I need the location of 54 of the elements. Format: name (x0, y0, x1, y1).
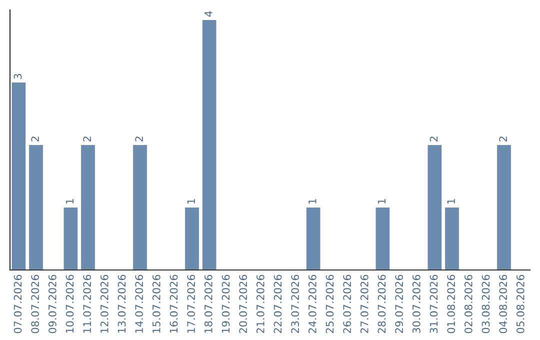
data-label: 3 (14, 74, 22, 79)
data-label: 2 (31, 136, 39, 142)
data-label: 1 (308, 199, 316, 204)
bar (306, 208, 320, 270)
bar (64, 208, 78, 270)
data-label: 2 (83, 136, 91, 142)
bar (376, 208, 390, 270)
bar (12, 82, 26, 270)
x-tick-label: 19.07.2026 (222, 274, 230, 333)
x-tick-label: 02.08.2026 (464, 274, 472, 334)
x-tick-label: 03.08.2026 (482, 274, 490, 334)
x-tick-label: 18.07.2026 (204, 274, 212, 333)
x-tick-label: 23.07.2026 (291, 274, 300, 334)
x-tick-label: 05.08.2026 (516, 274, 524, 334)
x-tick-label: 09.07.2026 (48, 274, 56, 334)
x-tick-label: 30.07.2026 (412, 274, 420, 334)
x-tick-label: 13.07.2026 (118, 274, 126, 333)
x-tick-label: 27.07.2026 (360, 274, 368, 334)
x-tick-label: 21.07.2026 (256, 274, 264, 334)
x-tick-label: 28.07.2026 (378, 274, 386, 334)
x-tick-label: 01.08.2026 (447, 274, 456, 334)
x-tick-label: 14.07.2026 (135, 274, 144, 333)
bar (29, 145, 43, 270)
data-label: 2 (430, 136, 438, 142)
x-tick-label: 11.07.2026 (83, 274, 92, 333)
x-tick-label: 25.07.2026 (326, 274, 334, 334)
bar (497, 145, 511, 270)
x-tick-label: 07.07.2026 (14, 274, 22, 334)
data-label: 1 (66, 199, 74, 204)
bar (445, 208, 459, 270)
x-tick-label: 08.07.2026 (31, 274, 40, 334)
bar (133, 145, 147, 270)
x-tick-label: 31.07.2026 (430, 274, 438, 334)
x-tick-label: 12.07.2026 (100, 274, 108, 333)
x-tick-label: 16.07.2026 (170, 274, 178, 333)
data-label: 1 (447, 199, 455, 204)
data-label: 1 (378, 199, 386, 204)
x-tick-label: 22.07.2026 (274, 274, 282, 334)
x-tick-label: 29.07.2026 (395, 274, 404, 334)
data-label: 4 (204, 11, 212, 17)
x-tick-label: 10.07.2026 (66, 274, 74, 333)
bar (81, 145, 95, 270)
x-tick-label: 04.08.2026 (499, 274, 508, 334)
x-tick-label: 17.07.2026 (187, 274, 196, 333)
x-tick-label: 20.07.2026 (239, 274, 248, 334)
bar (185, 208, 199, 270)
bar (428, 145, 442, 270)
x-tick-label: 24.07.2026 (308, 274, 316, 334)
bar (202, 20, 216, 270)
data-label: 2 (135, 136, 143, 142)
x-tick-label: 26.07.2026 (343, 274, 352, 334)
data-label: 2 (499, 136, 507, 142)
x-tick-label: 15.07.2026 (152, 274, 160, 333)
data-label: 1 (187, 199, 195, 204)
